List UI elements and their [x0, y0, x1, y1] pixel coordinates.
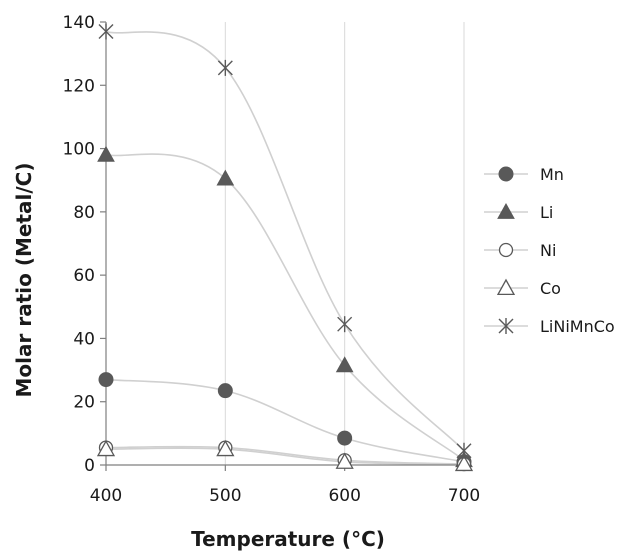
- legend-label: LiNiMnCo: [540, 317, 615, 336]
- data-point-mn: [98, 372, 114, 388]
- grid: [224, 22, 465, 465]
- y-tick-label: 60: [73, 266, 95, 286]
- series-markers: [96, 23, 474, 472]
- y-axis-title: Molar ratio (Metal/C): [12, 163, 36, 398]
- data-point-linimnco: [217, 59, 233, 76]
- legend-marker: [497, 202, 515, 219]
- legend-item-linimnco: LiNiMnCo: [484, 317, 615, 336]
- legend-item-co: Co: [484, 278, 561, 298]
- y-tick-label: 100: [63, 140, 95, 160]
- data-point-linimnco: [98, 23, 114, 40]
- series-line-li: [105, 153, 465, 461]
- y-tick-label: 40: [73, 329, 95, 349]
- data-point-linimnco: [337, 316, 353, 333]
- data-point-co: [216, 439, 235, 457]
- tick-labels: 0 20 40 60 80 100 120 140 400 500 600 700: [63, 13, 481, 506]
- data-point-co: [335, 452, 354, 469]
- data-point-mn: [217, 383, 233, 399]
- axes: [100, 21, 465, 471]
- legend-item-li: Li: [484, 202, 553, 222]
- y-tick-label: 140: [63, 13, 95, 33]
- legend-marker: [496, 278, 516, 296]
- y-tick-label: 0: [84, 456, 95, 476]
- legend-marker: [498, 166, 514, 182]
- x-tick-label: 400: [90, 486, 122, 506]
- data-point-linimnco: [456, 442, 472, 459]
- legend-label: Ni: [540, 241, 556, 260]
- data-point-co: [454, 454, 474, 472]
- y-tick-label: 120: [63, 76, 95, 96]
- data-point-li: [97, 145, 115, 162]
- x-tick-label: 500: [209, 486, 241, 506]
- series-line-mn: [105, 378, 465, 463]
- x-tick-label: 700: [448, 486, 480, 506]
- data-point-li: [335, 356, 354, 373]
- y-tick-label: 20: [73, 393, 95, 413]
- data-point-co: [96, 439, 116, 457]
- legend: Mn Li Ni Co LiNiMnCo: [484, 165, 615, 336]
- x-axis-title: Temperature (°C): [191, 527, 385, 551]
- legend-item-ni: Ni: [484, 241, 556, 260]
- legend-label: Co: [540, 279, 561, 298]
- x-tick-label: 600: [328, 486, 360, 506]
- legend-label: Li: [540, 203, 553, 222]
- series-line-linimnco: [105, 30, 465, 452]
- legend-item-mn: Mn: [484, 165, 564, 184]
- data-point-li: [216, 169, 235, 186]
- series-line-co: [105, 447, 465, 465]
- data-point-mn: [337, 430, 353, 446]
- legend-label: Mn: [540, 165, 564, 184]
- legend-marker: [498, 318, 514, 334]
- y-tick-label: 80: [73, 203, 95, 223]
- series-lines: [105, 30, 465, 465]
- legend-marker: [498, 242, 514, 258]
